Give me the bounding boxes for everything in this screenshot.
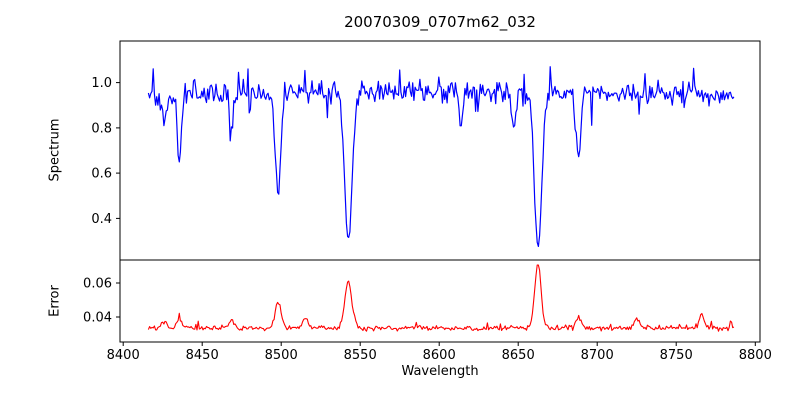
- spectrum-line: [147, 66, 735, 247]
- chart-title: 20070309_0707m62_032: [344, 13, 536, 31]
- spectrum-axes-box: [119, 40, 761, 261]
- error-axes-box: [119, 259, 761, 343]
- spectrum-y-tick-label: 0.6: [91, 167, 112, 182]
- x-axis-label: Wavelength: [401, 364, 479, 379]
- x-tick-label: 8500: [265, 348, 298, 363]
- spectrum-y-tick-label: 0.8: [91, 121, 112, 136]
- x-tick-label: 8550: [344, 348, 377, 363]
- x-tick-label: 8700: [581, 348, 614, 363]
- spectrum-y-tick-label: 1.0: [91, 76, 112, 91]
- x-tick-label: 8400: [107, 348, 140, 363]
- error-y-tick-label: 0.06: [83, 277, 112, 292]
- x-tick-label: 8750: [660, 348, 693, 363]
- x-tick-label: 8800: [739, 348, 772, 363]
- x-tick-label: 8600: [423, 348, 456, 363]
- x-tick-label: 8450: [186, 348, 219, 363]
- error-line: [147, 264, 735, 332]
- spectrum-y-tick-label: 0.4: [91, 212, 112, 227]
- error-y-tick-label: 0.04: [83, 311, 112, 326]
- x-tick-label: 8650: [502, 348, 535, 363]
